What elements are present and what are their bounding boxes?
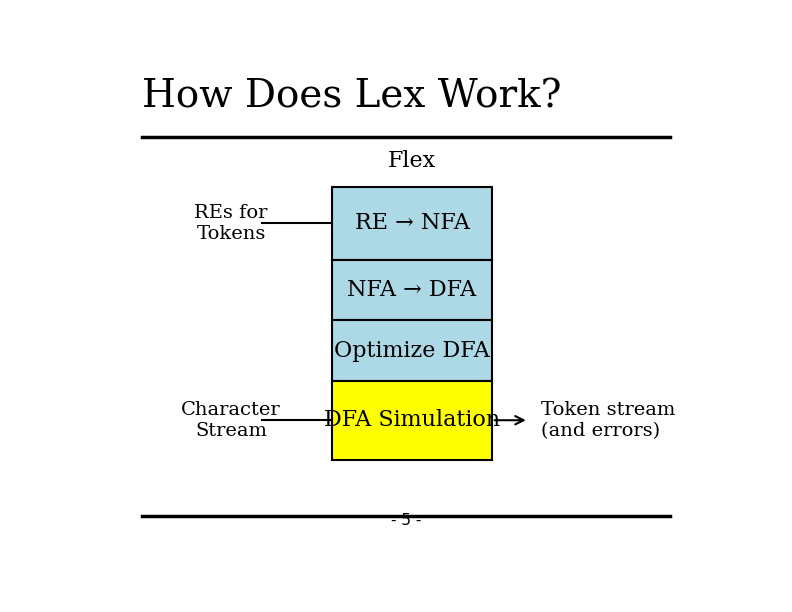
Bar	[333, 187, 492, 260]
Bar	[333, 381, 492, 460]
Text: - 5 -: - 5 -	[390, 513, 421, 528]
Text: Flex: Flex	[388, 151, 436, 173]
Text: NFA → DFA: NFA → DFA	[348, 280, 477, 301]
Text: Optimize DFA: Optimize DFA	[334, 340, 490, 362]
Text: RE → NFA: RE → NFA	[355, 212, 470, 234]
Text: Token stream
(and errors): Token stream (and errors)	[541, 401, 676, 439]
Text: Character
Stream: Character Stream	[181, 401, 281, 439]
Bar	[333, 260, 492, 321]
Bar	[333, 321, 492, 381]
Text: REs for
Tokens: REs for Tokens	[194, 204, 268, 243]
Text: DFA Simulation: DFA Simulation	[324, 409, 500, 431]
Text: How Does Lex Work?: How Does Lex Work?	[142, 79, 562, 116]
